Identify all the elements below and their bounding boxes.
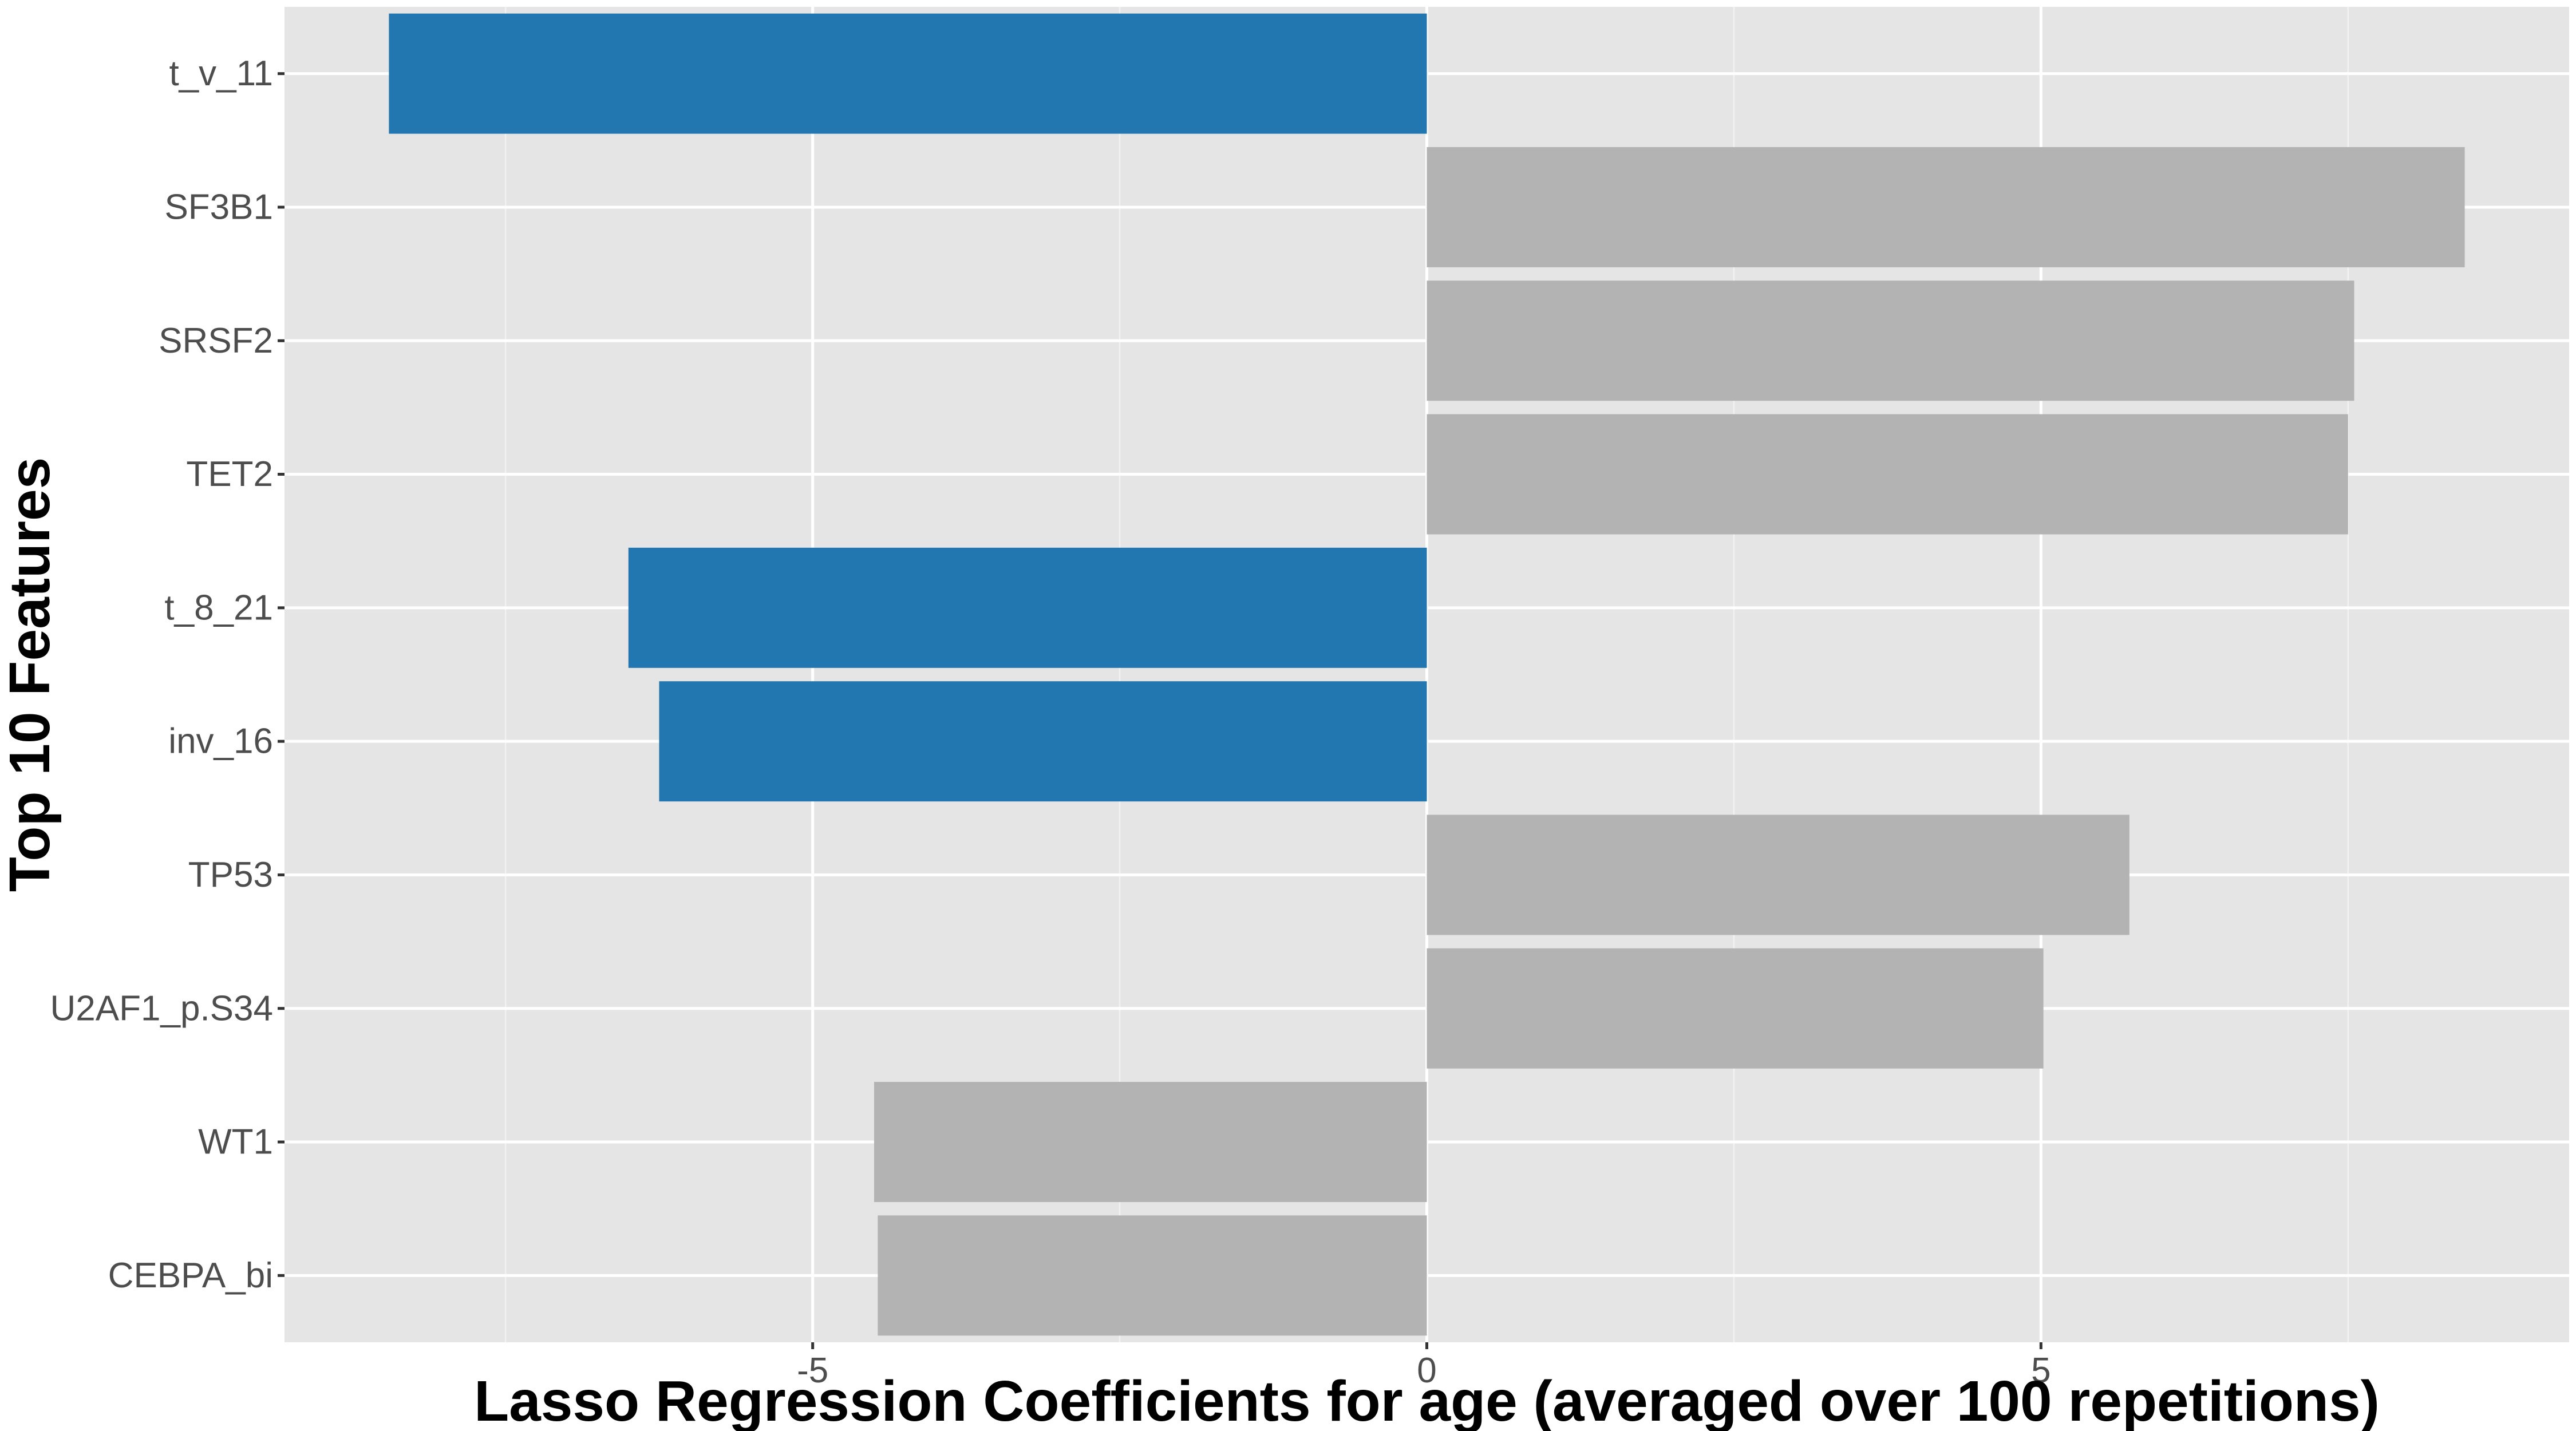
bar-U2AF1_p.S34 bbox=[1427, 948, 2044, 1069]
bar-WT1 bbox=[874, 1082, 1427, 1203]
x-tick-label: 5 bbox=[2031, 1351, 2050, 1390]
y-tick-label: t_8_21 bbox=[164, 588, 273, 627]
x-tick-label: 0 bbox=[1417, 1351, 1436, 1390]
bar-TET2 bbox=[1427, 414, 2348, 535]
bar-CEBPA_bi bbox=[878, 1215, 1427, 1336]
y-tick-label: SF3B1 bbox=[164, 187, 273, 227]
bar-t_v_11 bbox=[389, 13, 1427, 134]
y-axis-title: Top 10 Features bbox=[0, 457, 62, 892]
x-tick-label: -5 bbox=[797, 1351, 828, 1390]
x-axis-title: Lasso Regression Coefficients for age (a… bbox=[474, 1369, 2380, 1431]
bar-t_8_21 bbox=[628, 547, 1427, 668]
y-tick-label: TP53 bbox=[188, 855, 273, 895]
x-axis-ticks: -5 0 5 bbox=[797, 1342, 2051, 1390]
y-tick-label: CEBPA_bi bbox=[108, 1256, 273, 1295]
bar-inv_16 bbox=[659, 681, 1427, 802]
y-tick-label: t_v_11 bbox=[169, 54, 273, 93]
y-tick-label: inv_16 bbox=[168, 722, 273, 761]
y-tick-label: SRSF2 bbox=[159, 321, 273, 361]
y-tick-label: WT1 bbox=[198, 1122, 273, 1162]
y-axis-ticks: t_v_11 SF3B1 SRSF2 TET2 t_8_21 inv_16 TP53 U2AF… bbox=[50, 54, 285, 1295]
y-tick-label: U2AF1_p.S34 bbox=[50, 989, 273, 1028]
y-tick-label: TET2 bbox=[186, 454, 273, 494]
bars bbox=[389, 13, 2465, 1336]
bar-SRSF2 bbox=[1427, 280, 2354, 401]
bar-TP53 bbox=[1427, 815, 2129, 935]
bar-SF3B1 bbox=[1427, 147, 2465, 267]
